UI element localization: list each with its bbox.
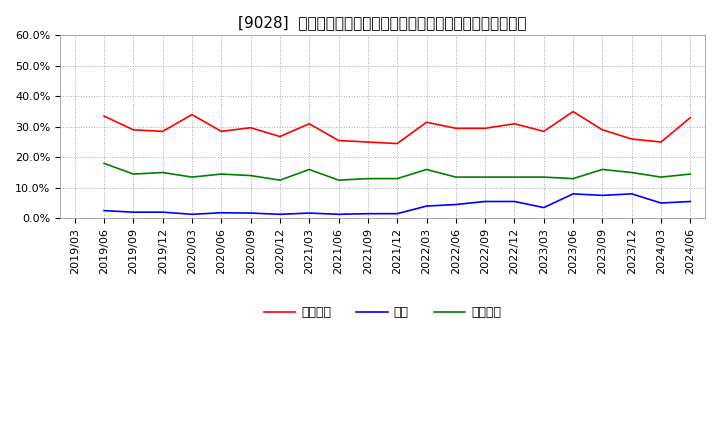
在庫: [276, 212, 284, 217]
在庫: [422, 203, 431, 209]
在庫: [129, 209, 138, 215]
買入債務: [510, 174, 519, 180]
売上債権: [276, 134, 284, 139]
売上債権: [188, 112, 197, 117]
買入債務: [393, 176, 402, 181]
Legend: 売上債権, 在庫, 買入債務: 売上債権, 在庫, 買入債務: [258, 301, 506, 324]
在庫: [686, 199, 695, 204]
売上債権: [598, 127, 607, 132]
売上債権: [510, 121, 519, 126]
Line: 売上債権: 売上債権: [104, 112, 690, 143]
買入債務: [539, 174, 548, 180]
買入債務: [422, 167, 431, 172]
売上債権: [481, 126, 490, 131]
売上債権: [627, 136, 636, 142]
売上債権: [100, 114, 109, 119]
売上債権: [246, 125, 255, 130]
買入債務: [627, 170, 636, 175]
買入債務: [305, 167, 314, 172]
売上債権: [217, 129, 225, 134]
在庫: [598, 193, 607, 198]
買入債務: [334, 177, 343, 183]
売上債権: [129, 127, 138, 132]
売上債権: [158, 129, 167, 134]
買入債務: [246, 173, 255, 178]
Title: [9028]  売上債権、在庫、買入債務の総資産に対する比率の推移: [9028] 売上債権、在庫、買入債務の総資産に対する比率の推移: [238, 15, 527, 30]
売上債権: [334, 138, 343, 143]
買入債務: [598, 167, 607, 172]
Line: 買入債務: 買入債務: [104, 163, 690, 180]
売上債権: [686, 115, 695, 120]
売上債権: [422, 120, 431, 125]
売上債権: [393, 141, 402, 146]
買入債務: [364, 176, 372, 181]
在庫: [393, 211, 402, 216]
在庫: [481, 199, 490, 204]
買入債務: [451, 174, 460, 180]
買入債務: [100, 161, 109, 166]
在庫: [451, 202, 460, 207]
売上債権: [364, 139, 372, 145]
在庫: [217, 210, 225, 216]
在庫: [188, 212, 197, 217]
在庫: [657, 200, 665, 205]
在庫: [627, 191, 636, 197]
売上債権: [451, 126, 460, 131]
売上債権: [539, 129, 548, 134]
買入債務: [657, 174, 665, 180]
買入債務: [481, 174, 490, 180]
売上債権: [305, 121, 314, 126]
在庫: [334, 212, 343, 217]
在庫: [158, 209, 167, 215]
買入債務: [158, 170, 167, 175]
買入債務: [217, 172, 225, 177]
在庫: [569, 191, 577, 197]
買入債務: [276, 177, 284, 183]
買入債務: [686, 172, 695, 177]
在庫: [539, 205, 548, 210]
在庫: [246, 210, 255, 216]
在庫: [100, 208, 109, 213]
買入債務: [569, 176, 577, 181]
在庫: [510, 199, 519, 204]
買入債務: [188, 174, 197, 180]
Line: 在庫: 在庫: [104, 194, 690, 214]
在庫: [305, 210, 314, 216]
売上債権: [569, 109, 577, 114]
在庫: [364, 211, 372, 216]
買入債務: [129, 172, 138, 177]
売上債権: [657, 139, 665, 145]
